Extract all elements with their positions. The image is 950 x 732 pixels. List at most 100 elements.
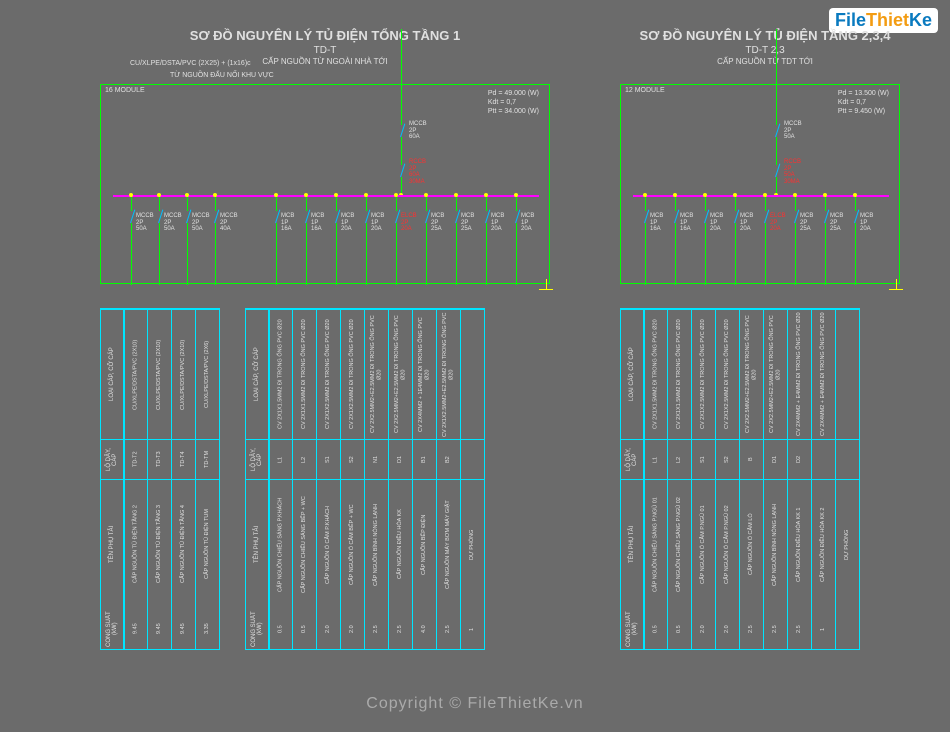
table-col: CV 2X2.5MM2+E2.5MM2 ĐI TRONG ỐNG PVC Ø20… xyxy=(389,308,413,650)
branch-line-out xyxy=(426,223,427,285)
table-cell: CV 2X4MM2 + E4MM2 ĐI TRONG ỐNG PVC Ø20 xyxy=(788,309,811,439)
logo-t3: Ke xyxy=(909,10,932,30)
table-col: CU/XLPE/DSTA/PVC (2X10)TD-T2CẤP NGUỒN TỦ… xyxy=(124,308,148,650)
panel1-sub: TD-T xyxy=(100,45,550,56)
branch-label: MCB 1P 20A xyxy=(860,213,873,233)
p1-table-b: LOẠI CÁP, CỠ CÁP LỘ DÂY, CÁP TÊN PHỤ TẢI… xyxy=(245,308,485,650)
branch-switch xyxy=(211,209,219,223)
branch-label: MCB 1P 20A xyxy=(710,213,723,233)
table-cell: B1 xyxy=(413,439,436,479)
table-cell: CẤP NGUỒN Ổ CẮM BẾP + WC xyxy=(341,479,364,609)
branch-switch xyxy=(671,209,679,223)
branch-label: MCB 1P 16A xyxy=(650,213,663,233)
table-col: CV 2X1X2.5MM2 ĐI TRONG ỐNG PVC Ø20S1CẤP … xyxy=(317,308,341,650)
p2-feed-line-top xyxy=(776,29,777,85)
logo-t2: Thiet xyxy=(866,10,909,30)
table-cell: CV 2X2.5MM2+E2.5MM2 ĐI TRONG ỐNG PVC Ø20 xyxy=(740,309,763,439)
table-cell: S1 xyxy=(317,439,340,479)
table-cell: CV 2X1X1.5MM2 ĐI TRONG ỐNG PVC Ø20 xyxy=(645,309,667,439)
table-cell: CẤP NGUỒN BẾP ĐIỆN xyxy=(413,479,436,609)
branch-switch xyxy=(183,209,191,223)
table-cell: B2 xyxy=(437,439,460,479)
branch-node xyxy=(703,193,707,197)
table-cell: CV 2X2.5MM2+E2.5MM2 ĐI TRONG ỐNG PVC Ø20 xyxy=(764,309,787,439)
p1-table-a: LOẠI CÁP, CỠ CÁP LỘ DÂY, CÁP TÊN PHỤ TẢI… xyxy=(100,308,220,650)
table-cell: 2.0 xyxy=(317,609,340,649)
table-cell: CV 2X1X1.5MM2 ĐI TRONG ỐNG PVC Ø20 xyxy=(270,309,292,439)
branch-node xyxy=(673,193,677,197)
branch-line-out xyxy=(366,223,367,285)
table-cell: TD-T4 xyxy=(172,439,195,479)
panel-2: SƠ ĐỒ NGUYÊN LÝ TỦ ĐIỆN TẦNG 2,3,4 TD-T … xyxy=(620,28,910,70)
table-col: CV 2X1X1.5MM2 ĐI TRONG ỐNG PVC Ø20L1CẤP … xyxy=(644,308,668,650)
table-cell xyxy=(836,309,859,439)
p2-feed-line-in xyxy=(776,85,777,125)
table-cell: CẤP NGUỒN ĐIỀU HÒA KK 2 xyxy=(812,479,835,609)
branch-label: MCB 1P 20A xyxy=(371,213,384,233)
panel1-power: Pd = 49.000 (W) Kdt = 0,7 Ptt = 34.000 (… xyxy=(488,89,539,116)
panel2-module: 12 MODULE xyxy=(625,87,665,94)
table-cell: TD-T3 xyxy=(148,439,171,479)
branch-node xyxy=(157,193,161,197)
p1-pd: Pd = 49.000 (W) xyxy=(488,89,539,98)
table-col: CV 2X4MM2 + E4MM2 ĐI TRONG ỐNG PVC Ø20D2… xyxy=(788,308,812,650)
table-cell: CV 2X4MM2 + 1E4MM2 ĐI TRONG ỐNG PVC Ø20 xyxy=(413,309,436,439)
branch-node xyxy=(185,193,189,197)
table-cell: 9.45 xyxy=(125,609,147,649)
branch-switch xyxy=(641,209,649,223)
table-cell xyxy=(461,439,484,479)
p1-ptt: Ptt = 34.000 (W) xyxy=(488,107,539,116)
branch-node xyxy=(823,193,827,197)
table-cell xyxy=(461,309,484,439)
table-cell: CẤP NGUỒN TỦ ĐIỆN TẦNG 2 xyxy=(125,479,147,609)
table-cell: L1 xyxy=(645,439,667,479)
branch-switch xyxy=(821,209,829,223)
branch-node xyxy=(733,193,737,197)
branch-switch xyxy=(452,209,460,223)
panel1-module: 16 MODULE xyxy=(105,87,145,94)
table-cell: CV 2X1X2.5MM2 ĐI TRONG ỐNG PVC Ø20 xyxy=(341,309,364,439)
branch-line-out xyxy=(675,223,676,285)
branch-switch xyxy=(701,209,709,223)
table-cell: L2 xyxy=(668,439,691,479)
table-cell: CẤP NGUỒN CHIẾU SÁNG P.KHÁCH xyxy=(270,479,292,609)
table-cell: 0.5 xyxy=(293,609,316,649)
table-cell: 0.5 xyxy=(668,609,691,649)
panel1-title: SƠ ĐỒ NGUYÊN LÝ TỦ ĐIỆN TỔNG TẦNG 1 xyxy=(100,28,550,43)
branch-label: MCCB 2P 50A xyxy=(192,213,210,233)
p1-feed-line-in xyxy=(401,85,402,125)
table-col: CV 2X1X1.5MM2 ĐI TRONG ỐNG PVC Ø20L1CẤP … xyxy=(269,308,293,650)
p2-tbl-headers: LOẠI CÁP, CỠ CÁP LỘ DÂY, CÁP TÊN PHỤ TẢI… xyxy=(620,308,644,650)
branch-node xyxy=(793,193,797,197)
table-cell: CẤP NGUỒN TỦ ĐIỆN TẦNG 4 xyxy=(172,479,195,609)
panel2-title: SƠ ĐỒ NGUYÊN LÝ TỦ ĐIỆN TẦNG 2,3,4 xyxy=(620,28,910,43)
table-cell xyxy=(812,439,835,479)
branch-label: MCB 1P 16A xyxy=(281,213,294,233)
table-col: CV 2X2.5MM2+E2.5MM2 ĐI TRONG ỐNG PVC Ø20… xyxy=(740,308,764,650)
table-cell: CẤP NGUỒN BÌNH NÓNG LẠNH xyxy=(764,479,787,609)
table-cell: DỰ PHÒNG xyxy=(461,479,484,609)
p1b-h-lo: LỘ DÂY, CÁP xyxy=(246,439,268,479)
branch-label: MCB 1P 16A xyxy=(680,213,693,233)
table-cell: CV 2X1X1.5MM2 ĐI TRONG ỐNG PVC Ø20 xyxy=(293,309,316,439)
branch-node xyxy=(129,193,133,197)
panel2-power: Pd = 13.500 (W) Kdt = 0,7 Ptt = 9.450 (W… xyxy=(838,89,889,116)
branch-line-out xyxy=(486,223,487,285)
branch-line-out xyxy=(645,223,646,285)
p2-pd: Pd = 13.500 (W) xyxy=(838,89,889,98)
table-cell xyxy=(836,609,859,649)
table-cell: S2 xyxy=(716,439,739,479)
branch-node xyxy=(274,193,278,197)
table-cell: 2.0 xyxy=(341,609,364,649)
branch-label: ELCB 2P 20A xyxy=(401,213,417,233)
table-cell: L2 xyxy=(293,439,316,479)
branch-label: MCB 1P 16A xyxy=(311,213,324,233)
branch-line-out xyxy=(735,223,736,285)
branch-line-out xyxy=(276,223,277,285)
p1-h-cable: LOẠI CÁP, CỠ CÁP xyxy=(101,309,123,439)
branch-line-out xyxy=(159,223,160,285)
table-cell: 2.0 xyxy=(716,609,739,649)
table-cell: CẤP NGUỒN ĐIỀU HÒA KK xyxy=(389,479,412,609)
table-col: CU/XLPE/DSTA/PVC (2X10)TD-T3CẤP NGUỒN TỦ… xyxy=(148,308,172,650)
table-cell: CẤP NGUỒN MÁY BƠM MÁY GIẶT xyxy=(437,479,460,609)
